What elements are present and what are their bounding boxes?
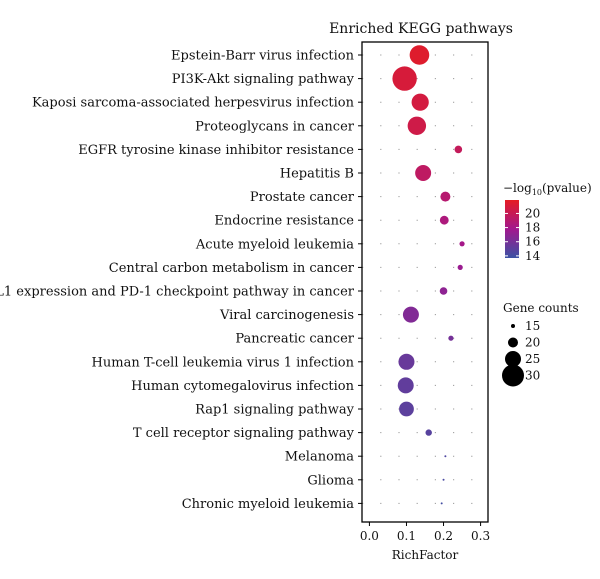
cbar-tick-label-3: 18 (525, 221, 540, 235)
y-label-2: PI3K-Akt signaling pathway (172, 72, 355, 87)
color-legend-title-subscript: 10 (532, 188, 542, 197)
data-point-5 (454, 145, 463, 154)
cbar-tick-label-4: 20 (525, 206, 540, 220)
x-axis: 0.0 0.1 0.2 0.3 (360, 522, 490, 543)
data-point-19 (442, 478, 445, 481)
size-legend-label-3: 25 (525, 352, 540, 366)
chart-title: Enriched KEGG pathways (329, 21, 513, 37)
plot-panel-border (361, 41, 489, 523)
data-point-12 (402, 306, 419, 323)
data-points (392, 45, 465, 505)
data-point-13 (448, 335, 454, 341)
size-legend-dot-3 (505, 351, 521, 367)
y-label-3: Kaposi sarcoma-associated herpesvirus in… (32, 96, 355, 111)
data-point-11 (439, 287, 448, 295)
color-legend-bar (505, 200, 519, 258)
y-label-8: Endocrine resistance (214, 214, 354, 229)
y-label-20: Chronic myeloid leukemia (182, 497, 355, 512)
size-legend-items: 15 20 25 30 (502, 319, 540, 387)
y-label-5: EGFR tyrosine kinase inhibitor resistanc… (78, 143, 354, 158)
y-label-18: Melanoma (285, 450, 354, 465)
data-point-6 (415, 165, 432, 181)
data-point-3 (411, 93, 429, 111)
cbar-tick-label-2: 16 (525, 235, 540, 249)
size-legend-dot-2 (508, 337, 518, 348)
size-legend: Gene counts 15 20 25 30 (502, 301, 579, 387)
y-label-12: Viral carcinogenesis (219, 308, 354, 323)
data-point-2 (392, 66, 417, 91)
y-label-10: Central carbon metabolism in cancer (109, 261, 355, 276)
y-label-6: Hepatitis B (280, 167, 354, 182)
y-label-11: PD-L1 expression and PD-1 checkpoint pat… (0, 285, 355, 300)
y-label-9: Acute myeloid leukemia (195, 237, 354, 252)
y-label-1: Epstein-Barr virus infection (171, 49, 355, 64)
y-axis-ticks (358, 54, 362, 504)
x-tick-label-3: 0.2 (434, 529, 453, 543)
x-tick-label-4: 0.3 (471, 529, 490, 543)
data-point-20 (440, 502, 443, 505)
y-label-7: Prostate cancer (250, 190, 355, 205)
color-legend-title-prefix: −log (503, 181, 532, 195)
y-label-16: Rap1 signaling pathway (195, 403, 355, 418)
data-point-16 (399, 401, 414, 417)
size-legend-label-2: 20 (525, 336, 540, 350)
data-point-8 (439, 215, 449, 225)
color-legend-title: −log10(pvalue) (503, 181, 592, 197)
y-axis-labels: Epstein-Barr virus infection PI3K-Akt sig… (0, 49, 355, 512)
y-label-14: Human T-cell leukemia virus 1 infection (92, 355, 355, 370)
data-point-1 (409, 45, 430, 65)
y-label-17: T cell receptor signaling pathway (133, 426, 355, 441)
data-point-17 (425, 429, 432, 436)
size-legend-title: Gene counts (503, 301, 579, 315)
data-point-7 (440, 191, 451, 202)
data-point-4 (407, 116, 427, 135)
color-legend-title-suffix: (pvalue) (542, 181, 592, 195)
size-legend-dot-4 (502, 364, 524, 387)
x-tick-label-2: 0.1 (397, 529, 416, 543)
data-point-18 (444, 455, 447, 458)
y-label-19: Glioma (307, 473, 354, 488)
y-label-4: Proteoglycans in cancer (195, 119, 355, 134)
size-legend-dot-1 (511, 324, 515, 328)
data-point-14 (398, 353, 415, 370)
size-legend-label-1: 15 (525, 319, 540, 333)
y-label-15: Human cytomegalovirus infection (131, 379, 354, 394)
data-point-15 (397, 377, 414, 394)
data-point-9 (459, 241, 465, 247)
y-label-13: Pancreatic cancer (235, 332, 354, 347)
cbar-tick-label-1: 14 (525, 249, 541, 263)
x-tick-label-1: 0.0 (360, 529, 379, 543)
x-axis-title: RichFactor (392, 548, 459, 562)
data-point-10 (457, 264, 463, 270)
size-legend-label-4: 30 (525, 369, 540, 383)
